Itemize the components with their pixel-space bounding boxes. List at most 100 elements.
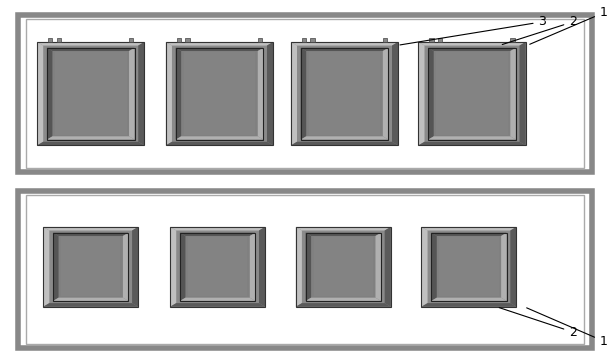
Polygon shape: [306, 233, 311, 301]
Polygon shape: [291, 42, 398, 46]
Polygon shape: [43, 303, 138, 307]
Bar: [180, 233, 255, 301]
Text: 3: 3: [400, 15, 546, 45]
Bar: [170, 227, 265, 307]
Bar: [53, 233, 129, 301]
Polygon shape: [301, 48, 306, 139]
Polygon shape: [258, 48, 264, 139]
Polygon shape: [259, 227, 265, 307]
Bar: [43, 227, 138, 307]
Bar: [61, 237, 120, 296]
Polygon shape: [418, 42, 424, 145]
Bar: [440, 237, 499, 296]
Bar: [428, 48, 516, 139]
Bar: [53, 233, 129, 301]
Polygon shape: [428, 48, 434, 139]
Polygon shape: [501, 233, 506, 301]
Bar: [302, 38, 306, 42]
Polygon shape: [170, 227, 265, 231]
Bar: [296, 227, 391, 307]
Polygon shape: [422, 303, 516, 307]
Polygon shape: [37, 42, 43, 145]
Bar: [422, 227, 516, 307]
Polygon shape: [132, 227, 138, 307]
Polygon shape: [166, 42, 172, 145]
Polygon shape: [47, 136, 134, 139]
Polygon shape: [520, 42, 526, 145]
Bar: [422, 227, 516, 307]
Polygon shape: [250, 233, 255, 301]
Bar: [47, 48, 134, 139]
Bar: [166, 42, 273, 145]
Bar: [170, 227, 265, 307]
Bar: [37, 42, 145, 145]
Polygon shape: [166, 42, 273, 46]
Text: 1: 1: [530, 6, 607, 44]
Bar: [383, 38, 387, 42]
Polygon shape: [306, 233, 381, 236]
Polygon shape: [296, 227, 391, 231]
Bar: [306, 233, 381, 301]
Polygon shape: [418, 42, 526, 46]
Polygon shape: [180, 233, 255, 236]
Polygon shape: [422, 227, 516, 231]
Polygon shape: [428, 48, 516, 51]
Polygon shape: [267, 42, 273, 145]
Polygon shape: [175, 136, 264, 139]
Polygon shape: [175, 48, 264, 51]
Polygon shape: [510, 48, 516, 139]
Polygon shape: [47, 48, 134, 51]
Bar: [177, 38, 181, 42]
Bar: [56, 38, 61, 42]
Bar: [184, 53, 256, 135]
Polygon shape: [47, 48, 52, 139]
Polygon shape: [422, 227, 428, 307]
Polygon shape: [138, 42, 145, 145]
Polygon shape: [306, 298, 381, 301]
Text: 2: 2: [502, 15, 577, 45]
Polygon shape: [180, 233, 186, 301]
Polygon shape: [175, 48, 181, 139]
Bar: [166, 42, 273, 145]
Polygon shape: [129, 48, 134, 139]
Polygon shape: [432, 298, 506, 301]
Polygon shape: [291, 142, 398, 145]
Text: 1: 1: [527, 308, 607, 348]
Polygon shape: [166, 142, 273, 145]
Bar: [301, 48, 389, 139]
Polygon shape: [123, 233, 129, 301]
Bar: [26, 195, 584, 344]
Bar: [418, 42, 525, 145]
Bar: [55, 53, 126, 135]
Polygon shape: [385, 227, 391, 307]
Bar: [47, 48, 134, 139]
Polygon shape: [291, 42, 297, 145]
Bar: [314, 237, 373, 296]
Bar: [291, 42, 398, 145]
Bar: [37, 42, 145, 145]
Bar: [301, 48, 389, 139]
Text: 2: 2: [499, 307, 577, 339]
Bar: [18, 15, 592, 172]
Bar: [291, 42, 398, 145]
Bar: [429, 38, 434, 42]
Polygon shape: [392, 42, 398, 145]
Polygon shape: [432, 233, 506, 236]
Bar: [18, 191, 592, 348]
Polygon shape: [301, 48, 389, 51]
Polygon shape: [510, 227, 516, 307]
Bar: [296, 227, 391, 307]
Polygon shape: [37, 142, 145, 145]
Bar: [48, 38, 53, 42]
Polygon shape: [383, 48, 389, 139]
Polygon shape: [170, 303, 265, 307]
Bar: [175, 48, 264, 139]
Bar: [311, 38, 315, 42]
Polygon shape: [43, 227, 49, 307]
Bar: [43, 227, 138, 307]
Bar: [418, 42, 525, 145]
Polygon shape: [43, 227, 138, 231]
Bar: [428, 48, 516, 139]
Bar: [186, 38, 190, 42]
Polygon shape: [53, 233, 58, 301]
